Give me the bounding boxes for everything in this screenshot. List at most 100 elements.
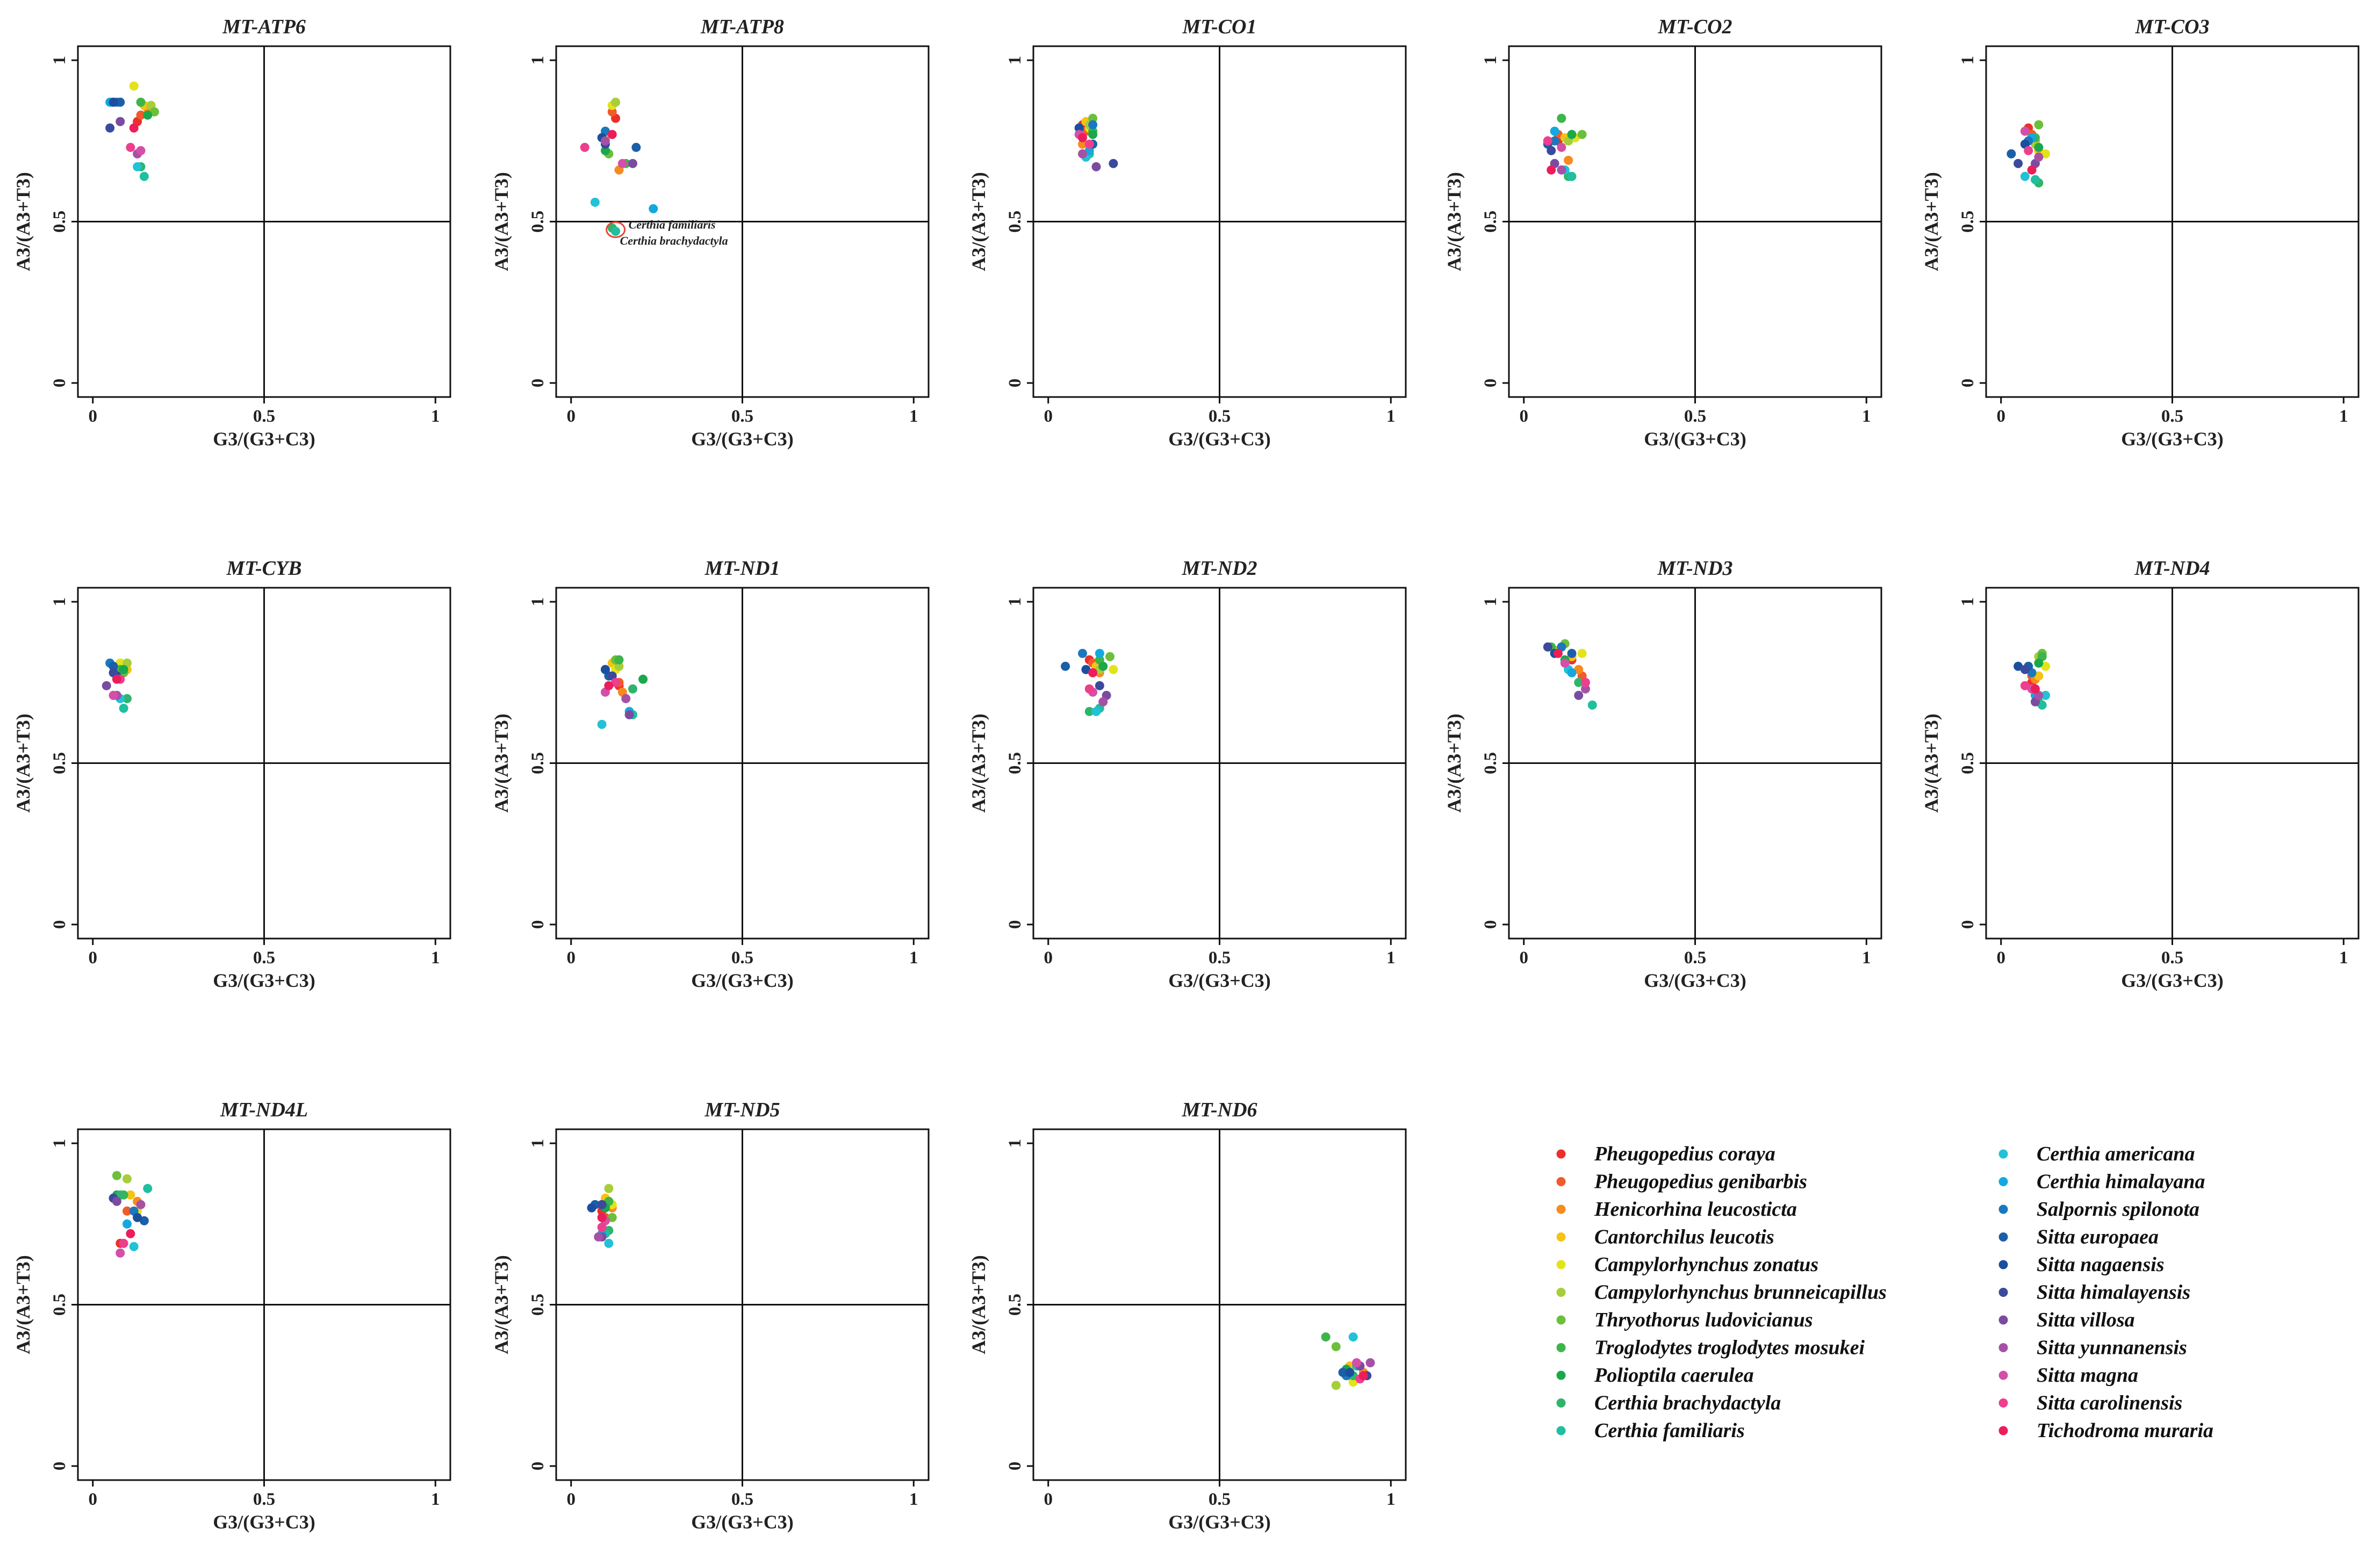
- legend-label: Sitta carolinensis: [2037, 1392, 2182, 1415]
- data-point: Sitta nagaensis: [109, 97, 118, 107]
- data-point: Sitta europaea: [631, 142, 641, 152]
- x-tick-label: 0.5: [2161, 948, 2183, 968]
- data-point: Sitta magna: [116, 1248, 125, 1258]
- data-point: Sitta villosa: [624, 710, 634, 719]
- data-point: Sitta yunnanensis: [1557, 165, 1566, 175]
- legend-marker: [1556, 1260, 1566, 1269]
- data-point: Sitta villosa: [1091, 162, 1101, 171]
- data-point: Sitta nagaensis: [1345, 1368, 1355, 1377]
- x-tick-label: 0.5: [731, 1490, 753, 1509]
- y-axis-label: A3/(A3+T3): [968, 713, 989, 813]
- data-point: Sitta magna: [1557, 142, 1566, 152]
- x-axis-label: G3/(G3+C3): [213, 1511, 315, 1533]
- x-axis-label: G3/(G3+C3): [1168, 970, 1271, 991]
- data-point: Tichodroma muraria: [607, 129, 617, 139]
- data-point: Tichodroma muraria: [1077, 133, 1087, 142]
- legend-item: Certhia brachydactyla: [1556, 1392, 1781, 1415]
- y-tick-label: 0.5: [50, 752, 69, 774]
- legend-item: Certhia americana: [1998, 1143, 2195, 1165]
- panel-mt-nd4l: MT-ND4L 0 0.5 1 0 0.5 1 G3/(G3+C3) A3/(A3+T3) Phe…: [12, 1099, 451, 1533]
- y-tick-label: 1: [528, 56, 548, 65]
- data-point: Sitta magna: [136, 146, 146, 155]
- legend-label: Troglodytes troglodytes mosukei: [1594, 1337, 1865, 1359]
- x-tick-label: 0.5: [1209, 1490, 1231, 1509]
- data-point: Certhia brachydactyla: [1574, 677, 1584, 687]
- data-point: Thryothorus ludovicianus: [1088, 113, 1098, 123]
- x-tick-label: 0: [88, 1490, 97, 1509]
- data-point: Tichodroma muraria: [129, 123, 139, 133]
- data-point: Sitta nagaensis: [2014, 661, 2023, 671]
- x-tick-label: 1: [909, 1490, 918, 1509]
- data-point: Sitta nagaensis: [587, 1203, 596, 1213]
- x-tick-label: 0.5: [253, 948, 275, 968]
- legend-label: Certhia brachydactyla: [1594, 1392, 1781, 1415]
- data-point: Sitta himalayensis: [1109, 158, 1118, 168]
- data-point: Tichodroma muraria: [2027, 165, 2037, 175]
- data-point: Thryothorus ludovicianus: [149, 107, 159, 117]
- legend-marker: [1998, 1149, 2008, 1159]
- panel-title: MT-CO1: [1182, 16, 1257, 38]
- data-point: Campylorhynchus brunneicapillus: [611, 97, 621, 107]
- legend-label: Campylorhynchus zonatus: [1594, 1253, 1818, 1276]
- panel-title: MT-ND4: [2134, 557, 2210, 580]
- panel-title: MT-ND6: [1181, 1099, 1257, 1121]
- x-tick-label: 0: [1519, 407, 1528, 426]
- data-point: Sitta magna: [1352, 1358, 1362, 1368]
- data-point: Polioptila caerulea: [2034, 142, 2044, 152]
- y-tick-label: 0: [1005, 1462, 1025, 1471]
- data-point: Certhia americana: [133, 162, 142, 171]
- legend-label: Polioptila caerulea: [1594, 1364, 1754, 1387]
- panel-mt-atp6: MT-ATP6 0 0.5 1 0 0.5 1 G3/(G3+C3) A3/(A3+T3) Phe…: [12, 16, 451, 450]
- data-point: Sitta himalayensis: [105, 123, 115, 133]
- y-axis-label: A3/(A3+T3): [12, 1255, 34, 1354]
- data-point: Sitta yunnanensis: [1077, 149, 1087, 158]
- data-point: Certhia familiaris: [143, 1184, 153, 1193]
- y-tick-label: 0.5: [50, 211, 69, 233]
- data-point: Certhia familiaris: [119, 703, 128, 713]
- panel-title: MT-ND2: [1181, 557, 1257, 580]
- legend-marker: [1556, 1177, 1566, 1186]
- legend-marker: [1556, 1149, 1566, 1159]
- x-axis-label: G3/(G3+C3): [1168, 1511, 1271, 1533]
- y-tick-label: 1: [528, 1139, 548, 1148]
- y-tick-label: 1: [528, 597, 548, 607]
- data-point: Sitta himalayensis: [597, 1200, 607, 1209]
- data-point: Tichodroma muraria: [1358, 1371, 1368, 1381]
- x-axis-label: G3/(G3+C3): [1644, 970, 1746, 991]
- data-point: Certhia americana: [2041, 690, 2051, 700]
- data-point: Certhia americana: [2020, 171, 2030, 181]
- legend-marker: [1998, 1288, 2008, 1297]
- data-point: Sitta yunnanensis: [1098, 697, 1108, 706]
- legend-label: Certhia familiaris: [1594, 1419, 1745, 1442]
- y-tick-label: 0: [1958, 379, 1978, 388]
- y-tick-label: 1: [1958, 597, 1978, 607]
- data-point: Certhia familiaris: [611, 227, 621, 236]
- legend-marker: [1998, 1204, 2008, 1214]
- x-tick-label: 0: [88, 407, 97, 426]
- data-point: Polioptila caerulea: [1088, 129, 1098, 139]
- data-point: Sitta nagaensis: [600, 665, 610, 674]
- data-point: Sitta yunnanensis: [1365, 1358, 1375, 1368]
- data-point: Sitta yunnanensis: [594, 1232, 603, 1242]
- legend-label: Tichodroma muraria: [2037, 1419, 2213, 1442]
- data-point: Cantorchilus leucotis: [2034, 671, 2044, 681]
- data-point: Polioptila caerulea: [1098, 661, 1108, 671]
- data-point: Campylorhynchus zonatus: [1577, 648, 1587, 658]
- legend-marker: [1556, 1343, 1566, 1352]
- y-tick-label: 0.5: [1481, 211, 1500, 233]
- data-point: Sitta europaea: [116, 97, 125, 107]
- y-axis-label: A3/(A3+T3): [968, 1255, 989, 1354]
- data-point: Troglodytes troglodytes mosukei: [136, 97, 146, 107]
- x-tick-label: 1: [431, 1490, 440, 1509]
- x-tick-label: 0: [1044, 407, 1053, 426]
- legend-item: Sitta europaea: [1998, 1226, 2159, 1249]
- legend-item: Pheugopedius genibarbis: [1556, 1171, 1807, 1193]
- x-tick-label: 0: [1044, 1490, 1053, 1509]
- x-tick-label: 0.5: [253, 407, 275, 426]
- y-axis-label: A3/(A3+T3): [491, 713, 512, 813]
- legend-label: Sitta magna: [2037, 1364, 2138, 1387]
- data-point: Pheugopedius genibarbis: [607, 107, 617, 117]
